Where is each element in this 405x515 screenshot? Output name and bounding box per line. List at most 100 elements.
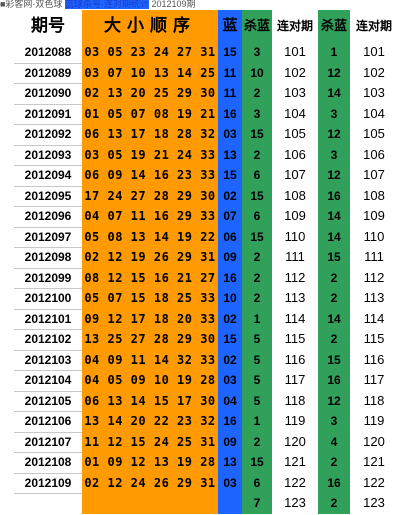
top-caption: ■彩客网·双色球 蓝球杀号·连对期统计 2012109期	[0, 0, 405, 10]
blue-ball-cell: 09	[218, 247, 242, 268]
consecutive-2-cell: 110	[350, 226, 398, 248]
consecutive-1-cell: 116	[272, 349, 318, 371]
row-divider	[14, 349, 82, 351]
blue-ball-cell: 09	[218, 431, 242, 453]
kill-blue-1-cell: 3	[242, 103, 272, 125]
period-cell: 2012104	[14, 370, 82, 391]
consecutive-1-cell: 104	[272, 103, 318, 125]
kill-blue-2-cell: 2	[318, 267, 350, 289]
top-caption-part1: ■彩客网·双色球	[0, 0, 63, 9]
kill-blue-2-cell: 16	[318, 370, 350, 391]
kill-blue-2-cell: 15	[318, 349, 350, 371]
blue-ball-cell: 16	[218, 103, 242, 125]
kill-blue-1-cell: 7	[242, 493, 272, 514]
top-caption-part2: 蓝球杀号·连对期统计	[64, 0, 149, 9]
kill-blue-2-cell: 16	[318, 472, 350, 494]
consecutive-2-cell: 114	[350, 308, 398, 330]
period-cell: 2012100	[14, 288, 82, 309]
consecutive-1-cell: 109	[272, 206, 318, 227]
kill-blue-1-cell: 2	[242, 144, 272, 166]
consecutive-2-cell: 113	[350, 288, 398, 309]
row-divider	[14, 390, 82, 392]
consecutive-1-cell: 115	[272, 329, 318, 350]
kill-blue-1-cell: 2	[242, 83, 272, 104]
consecutive-1-cell: 102	[272, 62, 318, 84]
consecutive-2-cell: 119	[350, 411, 398, 432]
header-period: 期号	[14, 10, 82, 42]
numbers-cell: 06 09 14 16 23 33	[82, 165, 218, 186]
kill-blue-2-cell: 12	[318, 390, 350, 412]
consecutive-2-cell: 108	[350, 185, 398, 207]
kill-blue-2-cell: 2	[318, 288, 350, 309]
row-divider	[14, 493, 82, 494]
row-divider	[14, 452, 82, 453]
kill-blue-1-cell: 2	[242, 267, 272, 289]
consecutive-1-cell: 101	[272, 42, 318, 63]
consecutive-1-cell: 112	[272, 267, 318, 289]
kill-blue-1-cell: 5	[242, 370, 272, 391]
kill-blue-2-cell: 16	[318, 185, 350, 207]
row-divider	[14, 103, 82, 105]
numbers-cell: 11 12 15 24 25 31	[82, 431, 218, 453]
row-divider	[14, 308, 82, 310]
row-divider	[14, 431, 82, 433]
numbers-cell: 04 07 11 16 29 33	[82, 206, 218, 227]
blue-ball-cell: 13	[218, 144, 242, 166]
consecutive-2-cell: 120	[350, 431, 398, 453]
consecutive-1-cell: 117	[272, 370, 318, 391]
period-cell	[14, 493, 82, 514]
period-cell: 2012088	[14, 42, 82, 63]
numbers-cell: 09 12 17 18 20 33	[82, 308, 218, 330]
period-cell: 2012103	[14, 349, 82, 371]
blue-ball-cell: 15	[218, 165, 242, 186]
consecutive-2-cell: 106	[350, 144, 398, 166]
row-divider	[14, 247, 82, 248]
row-divider	[14, 185, 82, 187]
consecutive-1-cell: 108	[272, 185, 318, 207]
period-cell: 2012095	[14, 185, 82, 207]
kill-blue-1-cell: 6	[242, 206, 272, 227]
numbers-cell: 03 05 23 24 27 31	[82, 42, 218, 63]
row-divider	[14, 124, 82, 125]
consecutive-1-cell: 123	[272, 493, 318, 514]
kill-blue-2-cell: 14	[318, 206, 350, 227]
consecutive-2-cell: 102	[350, 62, 398, 84]
consecutive-2-cell: 112	[350, 267, 398, 289]
consecutive-1-cell: 122	[272, 472, 318, 494]
consecutive-2-cell: 115	[350, 329, 398, 350]
kill-blue-2-cell: 3	[318, 144, 350, 166]
consecutive-2-cell: 101	[350, 42, 398, 63]
row-divider	[14, 226, 82, 228]
kill-blue-1-cell: 15	[242, 452, 272, 473]
consecutive-2-cell: 105	[350, 124, 398, 145]
numbers-cell: 06 13 14 15 17 30	[82, 390, 218, 412]
blue-ball-cell: 03	[218, 124, 242, 145]
row-divider	[14, 288, 82, 289]
numbers-cell	[82, 493, 218, 514]
kill-blue-2-cell: 14	[318, 308, 350, 330]
numbers-cell: 01 05 07 08 19 21	[82, 103, 218, 125]
numbers-cell: 06 13 17 18 28 32	[82, 124, 218, 145]
kill-blue-2-cell: 12	[318, 124, 350, 145]
blue-ball-cell: 11	[218, 62, 242, 84]
consecutive-2-cell: 122	[350, 472, 398, 494]
numbers-cell: 02 12 19 26 29 31	[82, 247, 218, 268]
period-cell: 2012090	[14, 83, 82, 104]
kill-blue-1-cell: 15	[242, 124, 272, 145]
period-cell: 2012098	[14, 247, 82, 268]
period-cell: 2012105	[14, 390, 82, 412]
blue-ball-cell: 03	[218, 370, 242, 391]
period-cell: 2012102	[14, 329, 82, 350]
kill-blue-2-cell: 2	[318, 329, 350, 350]
consecutive-2-cell: 118	[350, 390, 398, 412]
numbers-cell: 13 14 20 22 23 32	[82, 411, 218, 432]
blue-ball-cell	[218, 493, 242, 514]
kill-blue-2-cell: 3	[318, 411, 350, 432]
kill-blue-1-cell: 10	[242, 62, 272, 84]
blue-ball-cell: 11	[218, 83, 242, 104]
consecutive-1-cell: 110	[272, 226, 318, 248]
kill-blue-1-cell: 2	[242, 288, 272, 309]
consecutive-1-cell: 106	[272, 144, 318, 166]
numbers-cell: 02 13 20 25 29 30	[82, 83, 218, 104]
consecutive-1-cell: 113	[272, 288, 318, 309]
